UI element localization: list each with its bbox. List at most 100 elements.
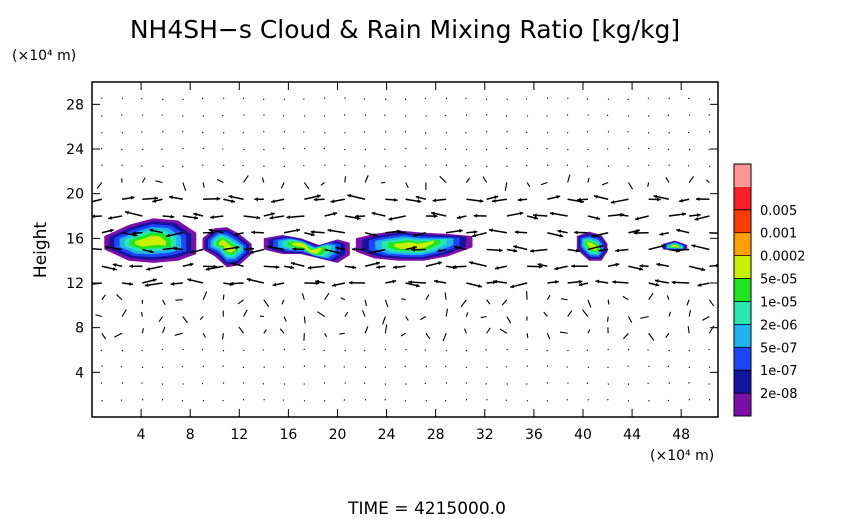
wind-arrow [364,114,367,116]
wind-arrowhead [85,283,89,287]
wind-arrow [121,382,124,384]
wind-arrow [101,332,107,340]
wind-arrow [202,332,206,338]
wind-arrowhead [559,233,564,238]
wind-arrow [243,309,248,317]
colorbar-swatch [734,209,751,233]
wind-arrow [384,324,388,334]
wind-arrowhead [674,248,679,253]
wind-arrow [485,348,487,351]
wind-arrowhead [596,216,601,220]
wind-arrow [202,291,208,300]
x-unit-label: (×10⁴ m) [650,448,714,464]
wind-arrowhead [591,233,595,238]
wind-arrow [526,182,531,188]
wind-vectors [85,97,718,402]
wind-arrowhead [415,283,420,288]
wind-arrow [92,247,102,251]
wind-arrowhead [208,228,213,233]
wind-arrow [303,316,306,324]
wind-arrow [279,328,285,334]
wind-arrow [607,398,609,401]
wind-arrowhead [170,214,175,219]
wind-arrow [526,383,528,385]
wind-arrow [174,332,183,336]
wind-arrowhead [290,261,295,266]
wind-arrow [688,148,691,151]
colorbar-swatch [734,324,751,348]
wind-arrow [506,98,508,101]
wind-arrow [364,398,367,401]
wind-arrow [627,348,630,351]
wind-arrow [237,299,244,305]
x-tick-label: 24 [378,427,396,443]
wind-arrow [708,148,710,151]
chart-title: NH4SH−s Cloud & Rain Mixing Ratio [kg/kg… [130,15,680,44]
x-tick-label: 32 [476,427,494,443]
wind-arrowhead [618,213,622,217]
wind-arrow [343,399,346,401]
wind-arrow [607,165,610,168]
wind-arrow [566,399,569,401]
wind-arrow [688,309,691,317]
wind-arrow [182,182,187,191]
x-tick-label: 16 [279,427,297,443]
wind-arrowhead [154,196,159,201]
wind-arrow [607,98,610,101]
wind-arrow [647,382,649,385]
wind-arrow [587,398,590,401]
wind-arrow [405,316,409,321]
wind-arrowhead [246,277,251,282]
wind-arrow [566,366,568,368]
wind-arrowhead [348,280,353,285]
wind-arrow [627,182,634,190]
wind-arrowhead [513,245,518,249]
wind-arrow [261,177,265,183]
wind-arrow [486,327,491,334]
wind-arrowhead [437,248,441,253]
x-tick-label: 40 [574,427,592,443]
wind-arrowhead [639,264,644,268]
wind-arrow [546,333,551,340]
wind-arrowhead [310,230,315,234]
wind-arrow [320,182,325,186]
y-tick-label: 8 [75,321,84,337]
wind-arrowhead [315,281,320,286]
wind-arrowhead [376,265,380,269]
wind-arrow [702,316,710,321]
wind-arrowhead [594,194,598,199]
wind-arrowhead [431,211,435,216]
wind-arrow [363,131,366,133]
wind-arrow [181,399,184,402]
wind-arrowhead [146,267,151,271]
wind-arrow [425,294,430,301]
wind-arrow [344,311,349,317]
wind-arrowhead [388,216,393,221]
wind-arrow [283,98,286,101]
wind-arrow [465,97,467,100]
wind-arrow [667,148,670,151]
wind-arrow [263,398,265,401]
wind-arrow [444,148,447,151]
colorbar-label: 0.0002 [760,250,806,265]
wind-arrowhead [256,215,261,220]
wind-arrow [141,328,144,334]
wind-arrowhead [517,197,522,202]
wind-arrow [627,147,630,150]
wind-arrow [323,147,326,150]
wind-arrowhead [679,198,683,203]
wind-arrow [101,365,103,368]
wind-arrow [282,366,285,368]
wind-arrowhead [530,248,534,253]
colorbar-swatch [734,186,751,210]
wind-arrow [499,328,508,334]
wind-arrow [283,165,286,168]
wind-arrowhead [598,248,603,253]
wind-arrowhead [432,198,437,203]
wind-arrowhead [654,279,659,283]
wind-arrow [202,115,205,117]
wind-arrow [587,329,591,334]
wind-arrow [627,316,633,323]
wind-arrowhead [347,193,352,198]
